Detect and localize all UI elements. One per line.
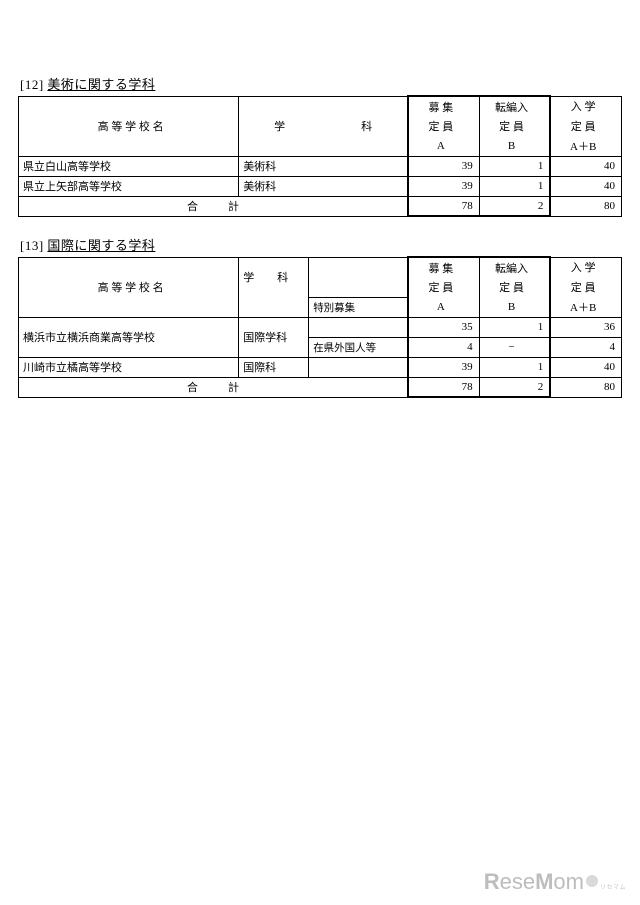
col-a-header3: A [408, 297, 479, 317]
col-a-header3: A [408, 136, 479, 156]
total-row: 合計 78 2 80 [19, 377, 622, 397]
table-12: 高 等 学 校 名 学 科 募 集 転編入 入 学 定 員 定 員 定 員 A … [18, 95, 622, 217]
dot-icon [586, 875, 598, 887]
col-b-header1: 転編入 [479, 96, 550, 116]
col-b-header3: B [479, 297, 550, 317]
section12-prefix: [12] [20, 77, 44, 92]
col-ab-header2: 定 員 [550, 116, 621, 136]
col-sub-empty2 [309, 277, 408, 297]
col-b-header2: 定 員 [479, 277, 550, 297]
col-school-header: 高 等 学 校 名 [19, 96, 239, 156]
col-school-header: 高 等 学 校 名 [19, 257, 239, 317]
col-ab-header3: A＋B [550, 297, 621, 317]
col-a-header1: 募 集 [408, 257, 479, 277]
col-a-header2: 定 員 [408, 116, 479, 136]
section13-title: [13] 国際に関する学科 [20, 235, 622, 254]
col-dept-header: 学 科 [239, 96, 408, 156]
col-b-header3: B [479, 136, 550, 156]
col-sub-header: 特別募集 [309, 297, 408, 317]
total-row: 合計 78 2 80 [19, 196, 622, 216]
table-row: 県立上矢部高等学校 美術科 39 1 40 [19, 176, 622, 196]
section13-heading: 国際に関する学科 [47, 238, 155, 253]
col-b-header1: 転編入 [479, 257, 550, 277]
col-sub-empty [309, 257, 408, 277]
section12-title: [12] 美術に関する学科 [20, 74, 622, 93]
section12-heading: 美術に関する学科 [47, 77, 155, 92]
col-dept-header: 学 科 [239, 257, 309, 297]
col-ab-header1: 入 学 [550, 96, 621, 116]
table-row: 横浜市立横浜商業高等学校 国際学科 35 1 36 [19, 317, 622, 337]
col-b-header2: 定 員 [479, 116, 550, 136]
table-13: 高 等 学 校 名 学 科 募 集 転編入 入 学 定 員 定 員 定 員 特別… [18, 256, 622, 398]
watermark-logo: ReseMomリセマム [484, 869, 626, 895]
col-a-header1: 募 集 [408, 96, 479, 116]
col-dept-empty [239, 297, 309, 317]
col-ab-header1: 入 学 [550, 257, 621, 277]
col-a-header2: 定 員 [408, 277, 479, 297]
col-ab-header2: 定 員 [550, 277, 621, 297]
section13-prefix: [13] [20, 238, 44, 253]
table-row: 県立白山高等学校 美術科 39 1 40 [19, 156, 622, 176]
table-row: 川崎市立橘高等学校 国際科 39 1 40 [19, 357, 622, 377]
col-ab-header3: A＋B [550, 136, 621, 156]
